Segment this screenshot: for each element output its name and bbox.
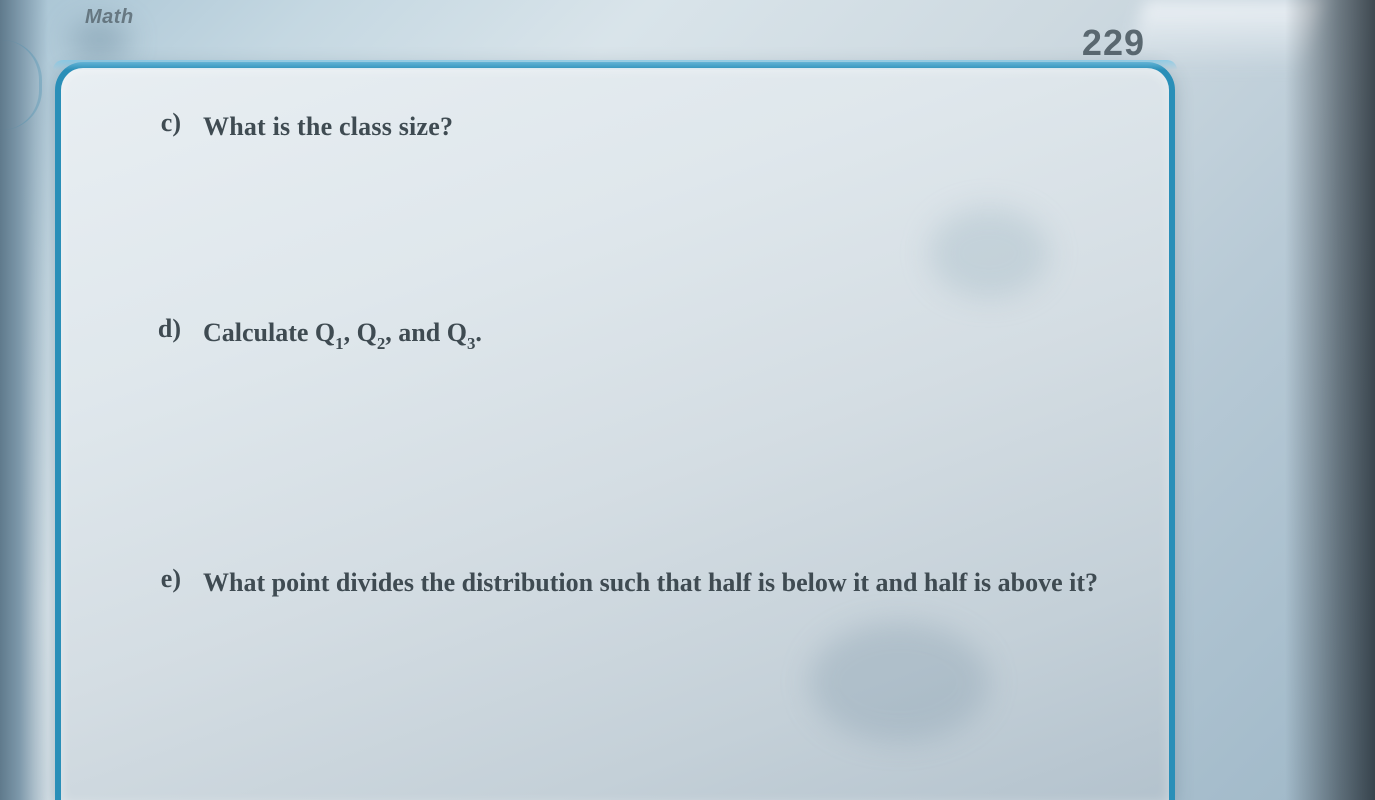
content-box: c) What is the class size? d) Calculate … — [55, 62, 1175, 800]
question-d-label: d) — [151, 314, 181, 344]
question-d-text: Calculate Q1, Q2, and Q3. — [203, 314, 482, 355]
question-e-label: e) — [151, 564, 181, 594]
question-c: c) What is the class size? — [151, 108, 1109, 146]
question-e-text: What point divides the distribution such… — [203, 564, 1098, 602]
subject-header: Math — [85, 6, 134, 29]
paper-smudge — [809, 622, 989, 742]
sep1: , — [344, 318, 357, 347]
sep2: , and — [385, 318, 446, 347]
page-number: 229 — [1082, 22, 1145, 64]
q2-symbol: Q — [357, 318, 377, 347]
question-c-label: c) — [151, 108, 181, 138]
q3-sub: 3 — [467, 334, 475, 353]
question-c-text: What is the class size? — [203, 108, 453, 146]
q1-sub: 1 — [335, 334, 343, 353]
question-d-suffix: . — [475, 318, 482, 347]
paper-smudge — [929, 208, 1049, 298]
question-e: e) What point divides the distribution s… — [151, 564, 1109, 602]
q3-symbol: Q — [447, 318, 467, 347]
q2-sub: 2 — [377, 334, 385, 353]
q1-symbol: Q — [315, 318, 335, 347]
question-d-prefix: Calculate — [203, 318, 315, 347]
question-d: d) Calculate Q1, Q2, and Q3. — [151, 314, 1109, 355]
right-edge-shadow — [1285, 0, 1375, 800]
page-background: Math 229 c) What is the class size? d) C… — [0, 0, 1375, 800]
